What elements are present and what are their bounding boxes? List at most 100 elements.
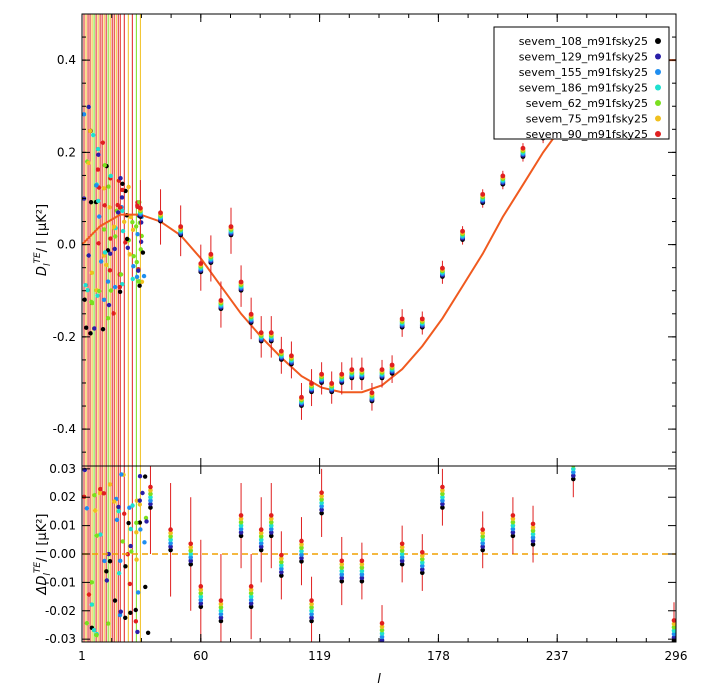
residual-point: [299, 559, 304, 564]
x-tick-label: 237: [546, 649, 569, 663]
low-l-residual-point: [101, 491, 107, 496]
low-l-point: [138, 239, 144, 244]
residual-point: [419, 560, 425, 565]
binned-point: [480, 191, 486, 197]
residual-point: [399, 555, 405, 560]
low-l-point: [89, 299, 94, 305]
low-l-residual-point: [116, 504, 121, 510]
axes-ticks: 0.4 0.2 0.0 -0.2 -0.4 0.03 0.02 0.01 0.00 -0.01 -0…: [45, 14, 687, 663]
low-l-point: [95, 167, 101, 172]
binned-point: [238, 279, 244, 285]
low-l-residual-point: [145, 630, 151, 635]
residual-point: [480, 534, 485, 539]
low-l-residual-point: [107, 482, 113, 487]
residual-point: [440, 488, 445, 493]
low-l-point: [136, 279, 141, 284]
residual-point: [510, 523, 516, 528]
legend-marker: [655, 131, 661, 137]
residual-point: [671, 631, 676, 637]
residual-point: [339, 565, 345, 570]
low-l-residual-point: [123, 564, 128, 569]
residual-point: [359, 561, 365, 567]
low-l-residual-point: [94, 533, 100, 538]
low-l-point: [96, 241, 101, 246]
residual-point: [218, 598, 224, 603]
residual-point: [530, 535, 536, 540]
residual-point: [218, 601, 224, 607]
residual-y-tick-label: -0.01: [45, 575, 76, 589]
main-y-tick-label: 0.4: [57, 53, 76, 67]
residual-point: [188, 558, 194, 564]
residual-point: [168, 547, 173, 553]
residual-point: [571, 456, 576, 461]
residual-point: [299, 555, 304, 561]
residual-point: [238, 523, 244, 528]
low-l-point: [100, 140, 106, 145]
binned-point: [158, 210, 163, 216]
low-l-residual-point: [104, 569, 109, 574]
residual-point: [339, 558, 345, 564]
residual-y-tick-label: -0.03: [45, 632, 76, 646]
residual-point: [268, 533, 274, 539]
low-l-residual-point: [94, 632, 99, 638]
residual-point: [359, 568, 365, 574]
low-l-point: [101, 186, 107, 191]
low-l-residual-point: [128, 543, 133, 549]
low-l-point: [104, 262, 109, 268]
residual-point: [188, 555, 194, 560]
low-l-residual-point: [142, 474, 148, 479]
low-l-residual-point: [84, 621, 90, 626]
legend-marker: [655, 69, 661, 75]
residual-point: [188, 561, 194, 567]
residual-point: [571, 466, 576, 472]
residual-point: [419, 556, 425, 562]
residual-point: [530, 528, 536, 534]
legend-label: sevem_155_m91fsky25: [519, 66, 648, 79]
residual-point: [299, 548, 304, 554]
residual-point: [319, 507, 324, 513]
residual-point: [238, 530, 244, 535]
low-l-point: [112, 246, 117, 252]
low-l-point: [134, 259, 139, 265]
binned-point: [419, 316, 425, 322]
residual-point: [379, 627, 385, 633]
low-l-point: [123, 240, 128, 245]
residual-point: [440, 494, 445, 500]
binned-point: [349, 367, 355, 373]
low-l-residual-point: [104, 578, 110, 583]
low-l-point: [118, 176, 123, 181]
residual-point: [218, 618, 224, 624]
residual-point: [268, 530, 274, 535]
residual-point: [279, 556, 284, 561]
low-l-point: [120, 208, 125, 214]
binned-point: [399, 316, 405, 322]
low-l-point: [136, 268, 141, 273]
low-l-point: [108, 251, 113, 256]
low-l-residual-point: [117, 612, 123, 618]
residual-point: [571, 466, 576, 468]
low-l-residual-point: [119, 472, 124, 477]
low-l-residual-point: [127, 581, 133, 587]
residual-point: [319, 510, 324, 516]
low-l-residual-point: [92, 508, 98, 513]
binned-point: [278, 348, 284, 354]
legend-label: sevem_62_m91fsky25: [526, 97, 648, 110]
low-l-point: [127, 252, 132, 257]
main-panel-data: [82, 14, 676, 466]
residual-point: [248, 587, 254, 593]
binned-point: [309, 381, 314, 386]
residual-point: [309, 611, 314, 617]
residual-point: [238, 513, 244, 518]
legend-label: sevem_108_m91fsky25: [519, 35, 648, 48]
low-l-residual-point: [107, 559, 113, 564]
residual-point: [248, 594, 254, 599]
low-l-point: [105, 279, 111, 284]
residual-point: [148, 501, 153, 507]
low-l-residual-point: [118, 558, 123, 564]
binned-point: [460, 228, 465, 234]
low-l-point: [86, 253, 91, 258]
low-l-residual-point: [128, 610, 133, 616]
binned-point: [268, 330, 274, 336]
low-l-residual-point: [130, 503, 135, 508]
residual-point: [299, 542, 304, 547]
